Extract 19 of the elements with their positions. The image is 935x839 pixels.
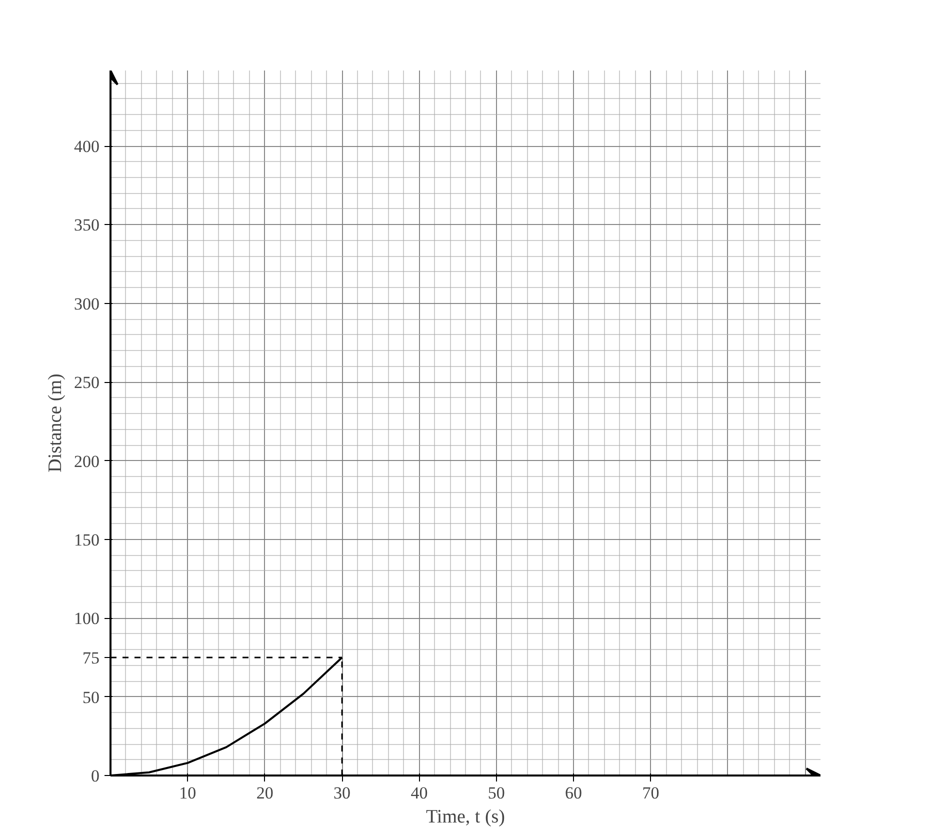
x-tick-label: 70 (642, 784, 660, 802)
y-tick-label: 400 (74, 137, 100, 156)
x-tick-label: 40 (410, 784, 428, 802)
y-tick-label: 0 (91, 766, 100, 786)
y-tick-label: 50 (82, 688, 100, 707)
y-tick-label: 100 (74, 609, 100, 628)
y-tick-label: 200 (74, 452, 100, 471)
y-tick-label: 75 (82, 648, 100, 668)
x-tick-label: 60 (565, 784, 582, 802)
y-axis-title: Distance (m) (45, 374, 66, 472)
x-tick-label: 10 (179, 784, 196, 802)
y-tick-label: 250 (74, 373, 100, 392)
y-tick-label: 150 (74, 530, 100, 550)
x-tick-label: 30 (334, 784, 351, 802)
y-tick-label: 350 (74, 216, 100, 235)
y-tick-label: 300 (74, 294, 100, 314)
x-axis-title: Time, t (s) (426, 806, 506, 828)
x-tick-label: 20 (256, 784, 274, 802)
x-tick-label: 50 (488, 784, 505, 802)
